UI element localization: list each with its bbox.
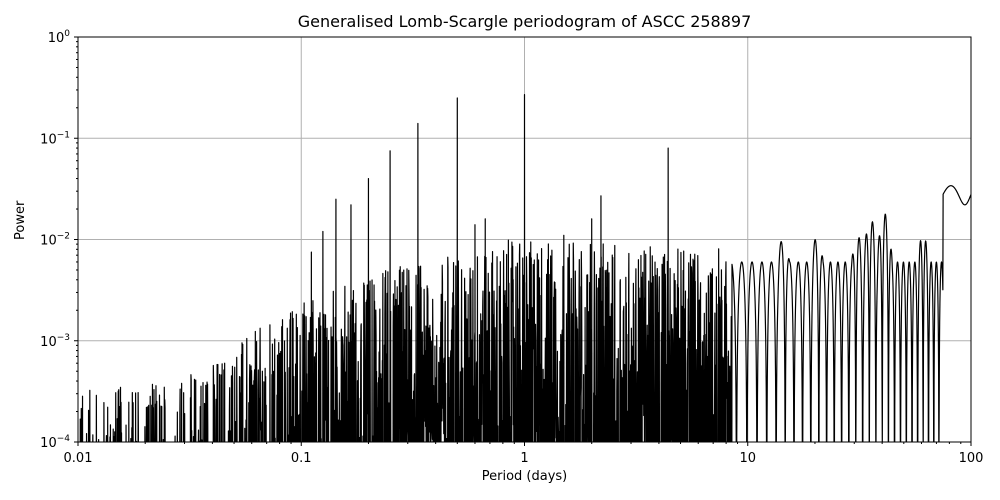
x-tick-label: 1	[520, 451, 528, 466]
x-tick-label: 0.1	[291, 451, 312, 466]
y-axis-label: Power	[13, 200, 28, 240]
y-tick-label: 10−1	[40, 130, 70, 147]
y-tick-label: 100	[48, 29, 71, 46]
x-axis-label: Period (days)	[481, 469, 568, 484]
axis-ticks: 0.01 0.1 1 10 100 10−4 10−3 10−2 10−1 100	[40, 29, 983, 466]
x-tick-label: 10	[739, 451, 756, 466]
y-tick-label: 10−4	[40, 434, 70, 451]
y-tick-label: 10−2	[40, 232, 70, 249]
chart-title: Generalised Lomb-Scargle periodogram of …	[297, 12, 752, 31]
power-series-line	[79, 93, 971, 442]
x-tick-label: 0.01	[64, 451, 93, 466]
y-tick-label: 10−3	[40, 333, 70, 350]
x-tick-label: 100	[959, 451, 984, 466]
